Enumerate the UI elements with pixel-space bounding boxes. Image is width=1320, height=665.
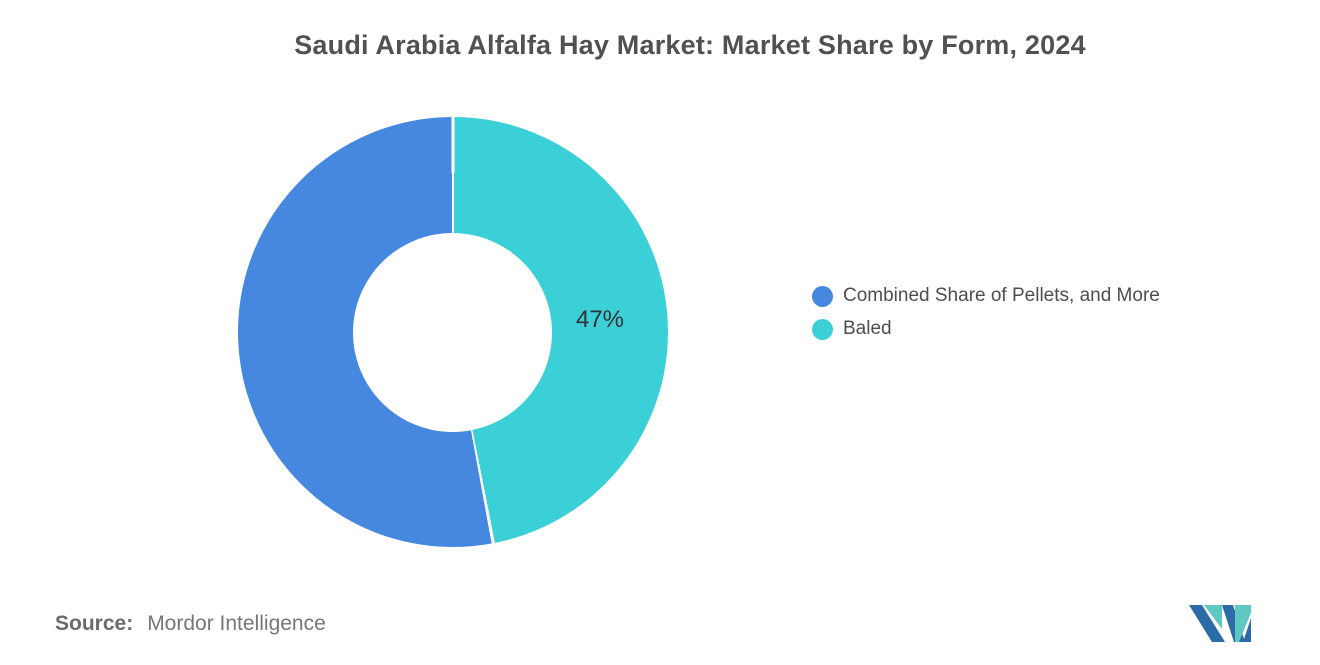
mordor-intelligence-logo xyxy=(1189,605,1251,642)
legend-item-pellets[interactable]: Combined Share of Pellets, and More xyxy=(812,285,1160,307)
donut-hole xyxy=(353,233,552,432)
source-attribution: Source: Mordor Intelligence xyxy=(55,612,326,636)
source-prefix-label: Source: xyxy=(55,612,134,635)
legend-marker-baled-icon xyxy=(812,318,833,340)
chart-legend: Combined Share of Pellets, and More Bale… xyxy=(812,285,1160,340)
legend-label-pellets: Combined Share of Pellets, and More xyxy=(843,285,1160,306)
legend-label-baled: Baled xyxy=(843,318,892,339)
slice-data-label-baled: 47% xyxy=(575,306,625,333)
legend-item-baled[interactable]: Baled xyxy=(812,318,1160,340)
donut-chart[interactable] xyxy=(238,117,668,547)
chart-title: Saudi Arabia Alfalfa Hay Market: Market … xyxy=(294,30,1086,60)
source-name: Mordor Intelligence xyxy=(147,612,326,635)
legend-marker-pellets-icon xyxy=(812,285,833,307)
